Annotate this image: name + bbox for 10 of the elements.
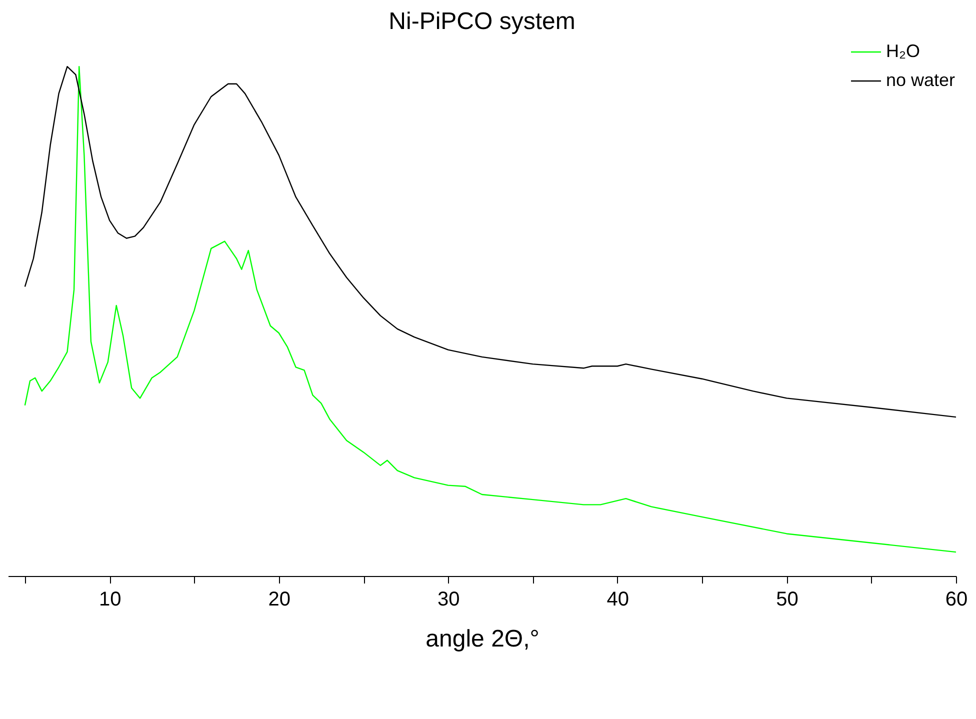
legend-label: no water — [886, 70, 956, 90]
x-tick-label: 60 — [945, 588, 968, 610]
x-tick-label: 50 — [776, 588, 798, 610]
x-tick-label: 30 — [438, 588, 460, 610]
x-tick-label: 20 — [268, 588, 290, 610]
x-axis-title: angle 2Θ,° — [426, 626, 540, 652]
x-tick-label: 10 — [98, 588, 122, 610]
legend-label: H₂O — [886, 41, 920, 61]
x-tick-label: 40 — [606, 588, 630, 610]
chart-title: Ni-PiPCO system — [388, 8, 576, 35]
